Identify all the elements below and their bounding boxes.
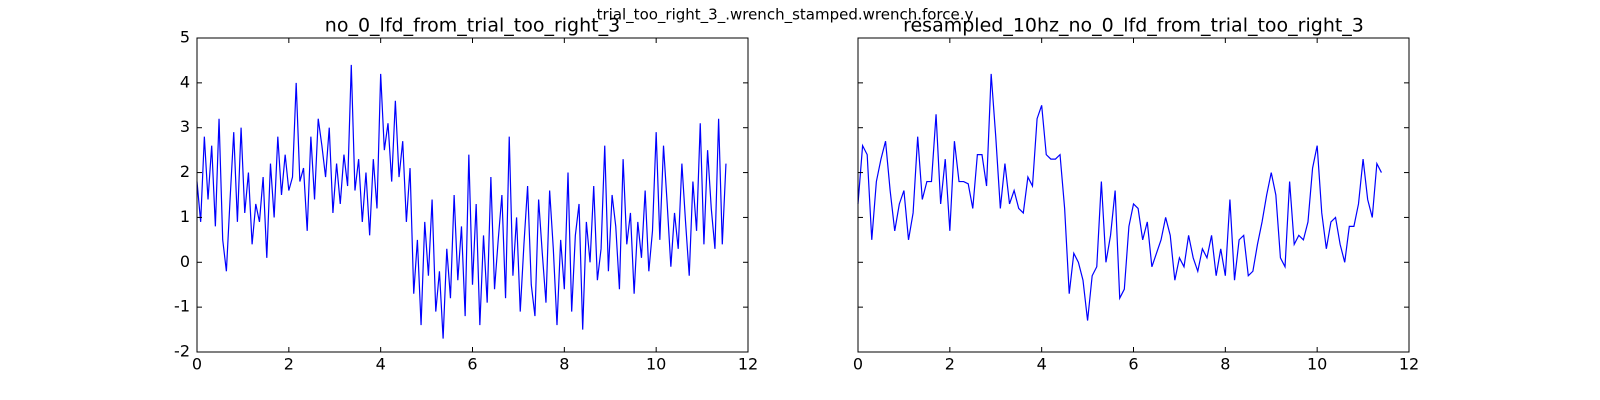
y-tick-label: 5 [180,28,190,47]
x-tick-label: 10 [646,355,666,374]
x-tick-label: 8 [559,355,569,374]
x-tick-label: 0 [192,355,202,374]
y-tick-label: 3 [180,117,190,136]
y-tick-label: -2 [174,342,190,361]
axes-frame [857,37,1410,353]
x-tick-label: 2 [284,355,294,374]
x-tick-label: 6 [467,355,477,374]
y-tick-label: 1 [180,207,190,226]
x-tick-label: 6 [1128,355,1138,374]
y-tick-label: -1 [174,297,190,316]
x-tick-label: 12 [1399,355,1419,374]
y-tick-label: 2 [180,162,190,181]
x-tick-label: 12 [738,355,758,374]
data-line [196,64,727,339]
subplot-title: resampled_10hz_no_0_lfd_from_trial_too_r… [903,15,1364,37]
x-tick-label: 4 [376,355,386,374]
x-tick-label: 8 [1220,355,1230,374]
x-tick-label: 4 [1037,355,1047,374]
subplot-title: no_0_lfd_from_trial_too_right_3 [325,15,620,37]
x-tick-label: 10 [1307,355,1327,374]
x-tick-label: 0 [853,355,863,374]
figure-title: trial_too_right_3_.wrench_stamped.wrench… [597,6,974,25]
y-tick-label: 0 [180,252,190,271]
y-tick-label: 4 [180,72,190,91]
axes-frame [196,37,749,353]
x-tick-label: 2 [945,355,955,374]
data-line [857,73,1382,321]
